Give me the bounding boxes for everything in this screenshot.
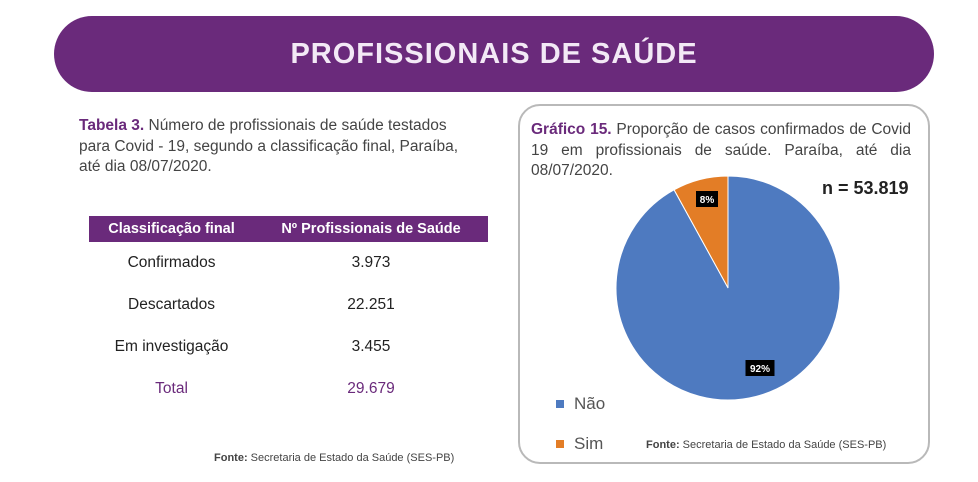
cell-count: 3.973 [351,254,391,271]
chart-caption: Gráfico 15. Proporção de casos confirmad… [531,120,911,182]
chart-source-label: Fonte: [646,439,680,451]
legend-swatch-nao [556,400,564,408]
chart-caption-text: Proporção de casos confirmados de Covid … [531,121,911,179]
chart-legend: Não Sim [556,384,605,464]
table-row: Em investigação 3.455 [89,326,488,368]
svg-text:92%: 92% [750,364,770,375]
legend-label-nao: Não [574,394,606,413]
pie-slice-nao [615,175,841,401]
pie-label-sim: 8% [696,191,718,207]
table-header-row: Classificação final Nº Profissionais de … [89,216,488,242]
header-count: Nº Profissionais de Saúde [254,216,488,242]
legend-item-sim: Sim [556,424,605,464]
cell-classification: Em investigação [114,338,229,355]
total-label: Total [155,380,188,397]
table-row: Descartados 22.251 [89,284,488,326]
table-source-text: Secretaria de Estado da Saúde (SES-PB) [247,452,455,464]
cell-classification: Confirmados [127,254,216,271]
svg-text:8%: 8% [700,195,715,206]
table-caption-label: Tabela 3. [79,117,145,134]
table-source-label: Fonte: [214,452,248,464]
legend-swatch-sim [556,440,564,448]
chart-source-note: Fonte: Secretaria de Estado da Saúde (SE… [646,439,886,451]
table-source-note: Fonte: Secretaria de Estado da Saúde (SE… [214,452,454,464]
table-caption-text: Número de profissionais de saúde testado… [79,117,459,175]
pie-label-nao: 92% [745,360,775,376]
cell-classification: Descartados [128,296,216,313]
table-caption: Tabela 3. Número de profissionais de saú… [79,116,479,178]
pie-chart: 8% 92% [615,175,841,401]
cell-count: 22.251 [347,296,395,313]
total-value: 29.679 [347,380,395,397]
chart-caption-label: Gráfico 15. [531,121,612,138]
header-classification: Classificação final [89,216,255,242]
table-row: Confirmados 3.973 [89,242,488,284]
section-banner: PROFISSIONAIS DE SAÚDE [54,16,934,92]
cell-count: 3.455 [351,338,391,355]
legend-item-nao: Não [556,384,605,424]
table-total-row: Total 29.679 [89,368,488,410]
chart-source-text: Secretaria de Estado da Saúde (SES-PB) [679,439,887,451]
legend-label-sim: Sim [574,434,604,453]
banner-title: PROFISSIONAIS DE SAÚDE [290,38,698,70]
chart-panel [518,104,930,464]
professionals-table: Classificação final Nº Profissionais de … [89,216,488,410]
sample-size-label: n = 53.819 [822,178,909,198]
